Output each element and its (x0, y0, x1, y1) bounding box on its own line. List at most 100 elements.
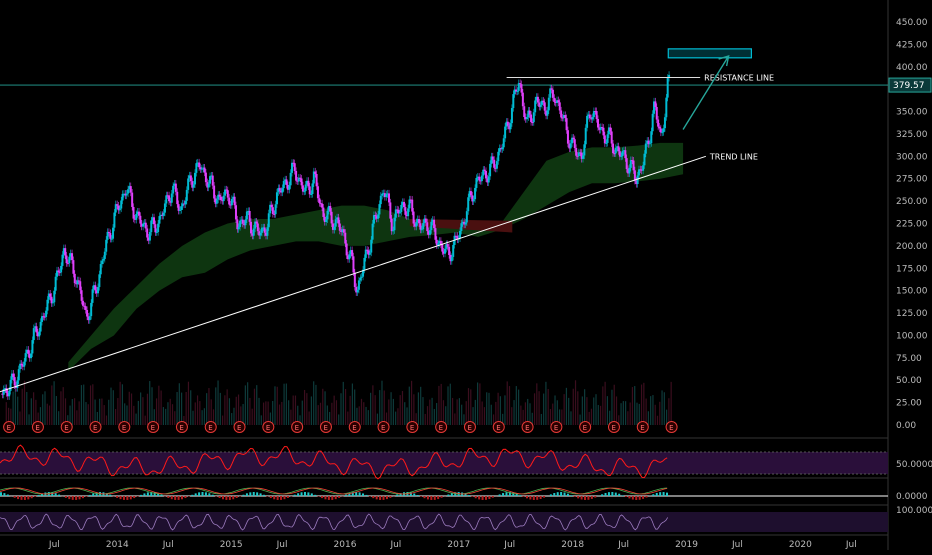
macd-histogram-bar (31, 496, 33, 498)
volume-bar (142, 397, 143, 425)
volume-bar (518, 390, 519, 425)
volume-bar (320, 403, 321, 425)
candle-body (604, 135, 606, 143)
volume-bar (181, 393, 182, 425)
volume-bar (488, 393, 489, 425)
earnings-marker-label: E (179, 424, 183, 432)
volume-bar (586, 397, 587, 425)
macd-histogram-bar (666, 493, 668, 496)
volume-bar (627, 411, 628, 425)
macd-histogram-bar (178, 496, 180, 500)
volume-bar (172, 404, 173, 425)
time-tick-label: Jul (162, 540, 174, 550)
candle-body (665, 98, 667, 118)
volume-bar (646, 399, 647, 425)
candle-body (104, 252, 106, 259)
candle-body (585, 128, 587, 144)
volume-bar (541, 414, 542, 425)
macd-histogram-bar (437, 496, 439, 499)
volume-bar (236, 397, 237, 425)
macd-histogram-bar (273, 496, 275, 499)
candle-body (194, 173, 196, 185)
volume-bar (584, 389, 585, 425)
macd-histogram-bar (369, 496, 371, 497)
trend-line[interactable] (0, 156, 706, 393)
volume-bar (630, 403, 631, 425)
volume-bar (543, 394, 544, 425)
volume-bar (345, 389, 346, 425)
projection-arrow[interactable] (683, 56, 729, 129)
candle-body (534, 100, 536, 112)
candle-body (529, 111, 531, 115)
candle-body (516, 91, 518, 92)
candle-body (667, 78, 669, 98)
volume-bar (277, 387, 278, 425)
candle-body (358, 280, 360, 289)
volume-bar (504, 395, 505, 425)
volume-bar (447, 386, 448, 425)
volume-bar (204, 408, 205, 425)
volume-bar (625, 401, 626, 425)
price-tick-label: 275.00 (896, 175, 928, 185)
volume-bar (343, 382, 344, 425)
volume-bar (161, 391, 162, 425)
candle-body (179, 210, 181, 211)
macd-histogram-bar (492, 496, 494, 498)
volume-bar (256, 385, 257, 425)
candle-body (373, 215, 375, 224)
candle-body (348, 254, 350, 259)
macd-histogram-bar (222, 496, 224, 499)
candle-body (109, 233, 111, 239)
macd-histogram-bar (540, 496, 542, 499)
volume-bar (561, 410, 562, 425)
candle-body (208, 184, 210, 188)
macd-histogram-bar (505, 492, 507, 496)
macd-histogram-bar (447, 494, 449, 496)
candle-body (467, 197, 469, 211)
volume-bar (429, 400, 430, 425)
macd-histogram-bar (161, 495, 163, 496)
candle-body (23, 362, 25, 367)
candle-body (92, 289, 94, 303)
candle-body (411, 200, 413, 212)
candle-body (489, 164, 491, 176)
candle-body (372, 224, 374, 240)
volume-bar (384, 391, 385, 425)
earnings-marker-label: E (295, 424, 299, 432)
candle-body (311, 183, 313, 194)
volume-bar (51, 385, 52, 425)
candle-body (279, 188, 281, 191)
macd-histogram-bar (225, 496, 227, 500)
macd-histogram-bar (167, 496, 169, 498)
candle-body (171, 194, 173, 203)
macd-histogram-bar (249, 492, 251, 496)
volume-bar (54, 381, 55, 425)
candle-body (522, 93, 524, 107)
macd-histogram-bar (605, 493, 607, 496)
macd-histogram-bar (601, 494, 603, 496)
candle-body (464, 222, 466, 224)
volume-bar (413, 394, 414, 425)
candle-body (85, 306, 87, 310)
volume-bar (156, 398, 157, 425)
candle-body (589, 115, 591, 119)
macd-histogram-bar (304, 492, 306, 496)
candle-body (533, 112, 535, 122)
candle-body (288, 185, 290, 189)
price-tick-label: 225.00 (896, 220, 928, 230)
macd-histogram-bar (14, 496, 16, 498)
candle-body (198, 163, 200, 168)
candle-body (295, 171, 297, 181)
earnings-marker-label: E (151, 424, 155, 432)
candle-body (242, 220, 244, 224)
earnings-marker-label: E (208, 424, 212, 432)
volume-bar (452, 398, 453, 425)
macd-histogram-bar (499, 494, 501, 496)
volume-bar (56, 396, 57, 425)
macd-histogram-bar (137, 496, 139, 497)
volume-bar (655, 405, 656, 425)
target-zone[interactable] (668, 49, 751, 58)
candle-body (246, 211, 248, 219)
